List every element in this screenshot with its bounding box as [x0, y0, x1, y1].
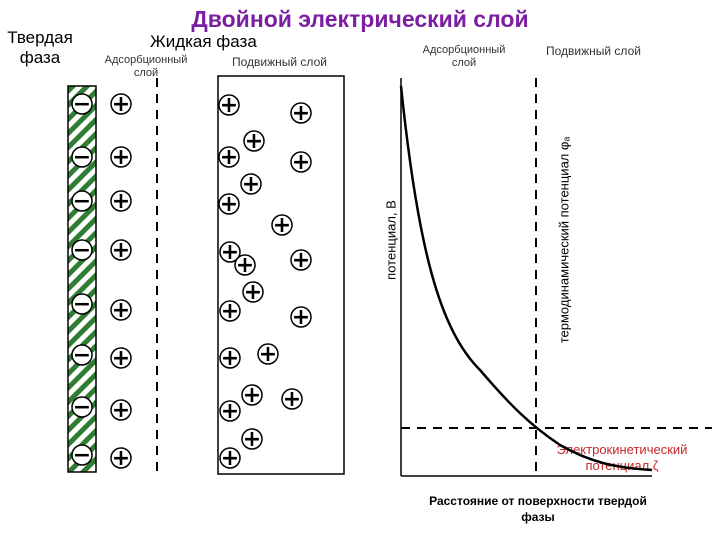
minus-ion-icon [71, 146, 93, 168]
plus-ion-mobile-icon [241, 428, 263, 450]
plus-ion-mobile-icon [242, 281, 264, 303]
adsorption-layer-label-left: Адсорбционный слой [104, 54, 188, 79]
plus-ion-adsorbed-icon-glyph: + [112, 92, 130, 117]
minus-ion-icon-glyph: − [73, 292, 91, 317]
plus-ion-mobile-icon-glyph: + [292, 305, 310, 330]
minus-ion-icon-glyph: − [73, 92, 91, 117]
plus-ion-mobile-icon [281, 388, 303, 410]
plus-ion-mobile-icon [219, 241, 241, 263]
plus-ion-mobile-icon [257, 343, 279, 365]
potential-curve [399, 85, 653, 472]
plus-ion-adsorbed-icon [110, 347, 132, 369]
minus-ion-icon [71, 293, 93, 315]
plus-ion-adsorbed-icon-glyph: + [112, 298, 130, 323]
minus-ion-icon [71, 444, 93, 466]
minus-ion-icon-glyph: − [73, 238, 91, 263]
plus-ion-adsorbed-icon-glyph: + [112, 189, 130, 214]
plus-ion-mobile-icon [218, 193, 240, 215]
solid-phase-label: Твердая фаза [7, 28, 73, 67]
ions-group: −−−−−−−−+++++++++ +++ ++++++ +++ ++ +++ +++ [71, 92, 312, 471]
plus-ion-adsorbed-icon [110, 299, 132, 321]
plus-ion-mobile-icon [219, 300, 241, 322]
plus-ion-mobile-icon [290, 151, 312, 173]
plus-ion-mobile-icon-glyph: + [221, 446, 239, 471]
page-title: Двойной электрический слой [191, 6, 529, 32]
minus-ion-icon-glyph: − [73, 443, 91, 468]
x-axis-label: Расстояние от поверхности твердой фазы [429, 494, 647, 524]
minus-ion-icon [71, 344, 93, 366]
plus-ion-mobile-icon-glyph: + [221, 299, 239, 324]
minus-ion-icon-glyph: − [73, 395, 91, 420]
plus-ion-mobile-icon-glyph: + [292, 101, 310, 126]
plus-ion-mobile-icon-glyph: + [244, 280, 262, 305]
plus-ion-adsorbed-icon-glyph: + [112, 346, 130, 371]
plus-ion-adsorbed-icon [110, 447, 132, 469]
plus-ion-mobile-icon [271, 214, 293, 236]
plus-ion-mobile-icon [218, 146, 240, 168]
plus-ion-adsorbed-icon [110, 239, 132, 261]
plus-ion-adsorbed-icon-glyph: + [112, 145, 130, 170]
minus-ion-icon-glyph: − [73, 343, 91, 368]
plus-ion-mobile-icon-glyph: + [283, 387, 301, 412]
minus-ion-icon-glyph: − [73, 145, 91, 170]
plus-ion-mobile-icon [240, 173, 262, 195]
plus-ion-mobile-icon [218, 94, 240, 116]
plus-ion-mobile-icon [219, 347, 241, 369]
plus-ion-mobile-icon-glyph: + [292, 150, 310, 175]
adsorption-layer-label-right: Адсорбционный слой [422, 44, 506, 69]
plus-ion-mobile-icon [290, 102, 312, 124]
plus-ion-mobile-icon [234, 254, 256, 276]
minus-ion-icon [71, 190, 93, 212]
plus-ion-mobile-icon [243, 130, 265, 152]
minus-ion-icon [71, 396, 93, 418]
plus-ion-adsorbed-icon [110, 146, 132, 168]
plus-ion-mobile-icon [219, 400, 241, 422]
plus-ion-mobile-icon-glyph: + [221, 399, 239, 424]
plus-ion-adsorbed-icon [110, 93, 132, 115]
plus-ion-mobile-icon-glyph: + [245, 129, 263, 154]
plus-ion-adsorbed-icon-glyph: + [112, 398, 130, 423]
plus-ion-mobile-icon-glyph: + [273, 213, 291, 238]
plus-ion-mobile-icon-glyph: + [220, 192, 238, 217]
plus-ion-adsorbed-icon [110, 399, 132, 421]
plus-ion-mobile-icon-glyph: + [292, 248, 310, 273]
minus-ion-icon-glyph: − [73, 189, 91, 214]
plus-ion-mobile-icon-glyph: + [242, 172, 260, 197]
plus-ion-mobile-icon-glyph: + [243, 427, 261, 452]
plus-ion-mobile-icon [241, 384, 263, 406]
mobile-layer-box [217, 75, 345, 475]
plus-ion-mobile-icon-glyph: + [221, 346, 239, 371]
minus-ion-icon [71, 93, 93, 115]
plus-ion-mobile-icon-glyph: + [243, 383, 261, 408]
liquid-phase-label: Жидкая фаза [150, 32, 257, 51]
plus-ion-mobile-icon-glyph: + [220, 145, 238, 170]
mobile-layer-label-right: Подвижный слой [546, 44, 641, 58]
plus-ion-adsorbed-icon-glyph: + [112, 238, 130, 263]
plus-ion-mobile-icon-glyph: + [259, 342, 277, 367]
plus-ion-mobile-icon-glyph: + [221, 240, 239, 265]
plus-ion-adsorbed-icon [110, 190, 132, 212]
plus-ion-adsorbed-icon-glyph: + [112, 446, 130, 471]
plus-ion-mobile-icon-glyph: + [220, 93, 238, 118]
plus-ion-mobile-icon [219, 447, 241, 469]
plus-ion-mobile-icon-glyph: + [236, 253, 254, 278]
minus-ion-icon [71, 239, 93, 261]
plus-ion-mobile-icon [290, 306, 312, 328]
mobile-layer-label-left: Подвижный слой [232, 55, 327, 69]
plus-ion-mobile-icon [290, 249, 312, 271]
